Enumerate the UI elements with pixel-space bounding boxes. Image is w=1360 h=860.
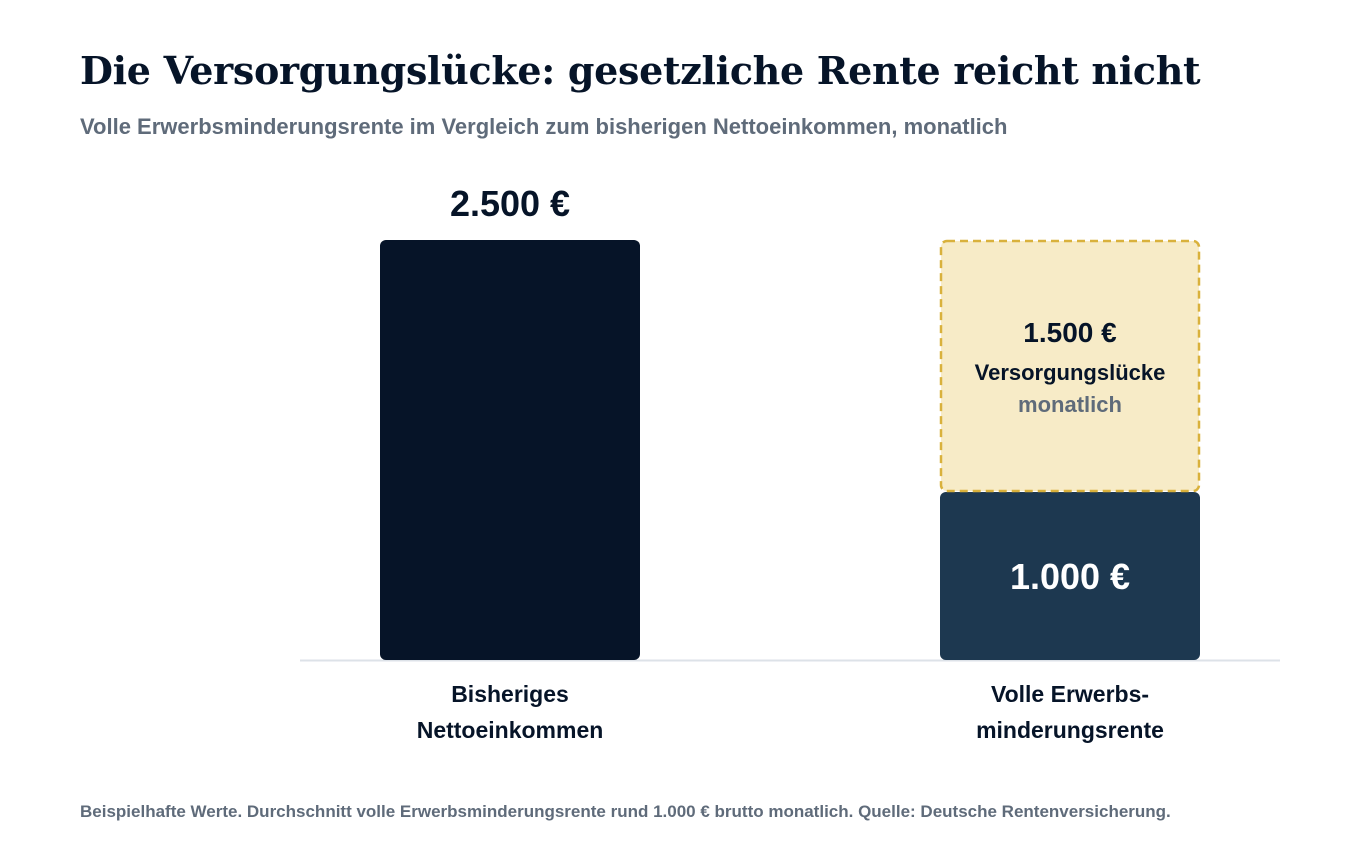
category-label-1-line-1: Bisheriges <box>451 681 569 707</box>
bar-2-segment-2 <box>939 239 1201 493</box>
bar-1-segment-1 <box>380 240 640 660</box>
chart-title: Die Versorgungslücke: gesetzliche Rente … <box>80 48 1201 93</box>
gap-value-label: 1.500 € <box>1023 317 1117 348</box>
category-label-1-line-2: Nettoeinkommen <box>417 717 604 743</box>
category-label-2-line-2: minderungsrente <box>976 717 1164 743</box>
bar-chart: 2.500 € Bisheriges Nettoeinkommen 1.000 € 1.… <box>300 183 1280 743</box>
category-label-2-line-1: Volle Erwerbs- <box>991 681 1149 707</box>
bar-2-segment-1 <box>940 492 1200 660</box>
bar-1-value-label: 2.500 € <box>450 183 570 224</box>
bar-2-value-label: 1.000 € <box>1010 556 1130 597</box>
gap-sublabel: Versorgungslücke <box>975 360 1166 385</box>
chart-footnote: Beispielhafte Werte. Durchschnitt volle … <box>80 802 1171 821</box>
chart-subtitle: Volle Erwerbsminderungsrente im Vergleic… <box>80 114 1008 139</box>
gap-note: monatlich <box>1018 392 1122 417</box>
